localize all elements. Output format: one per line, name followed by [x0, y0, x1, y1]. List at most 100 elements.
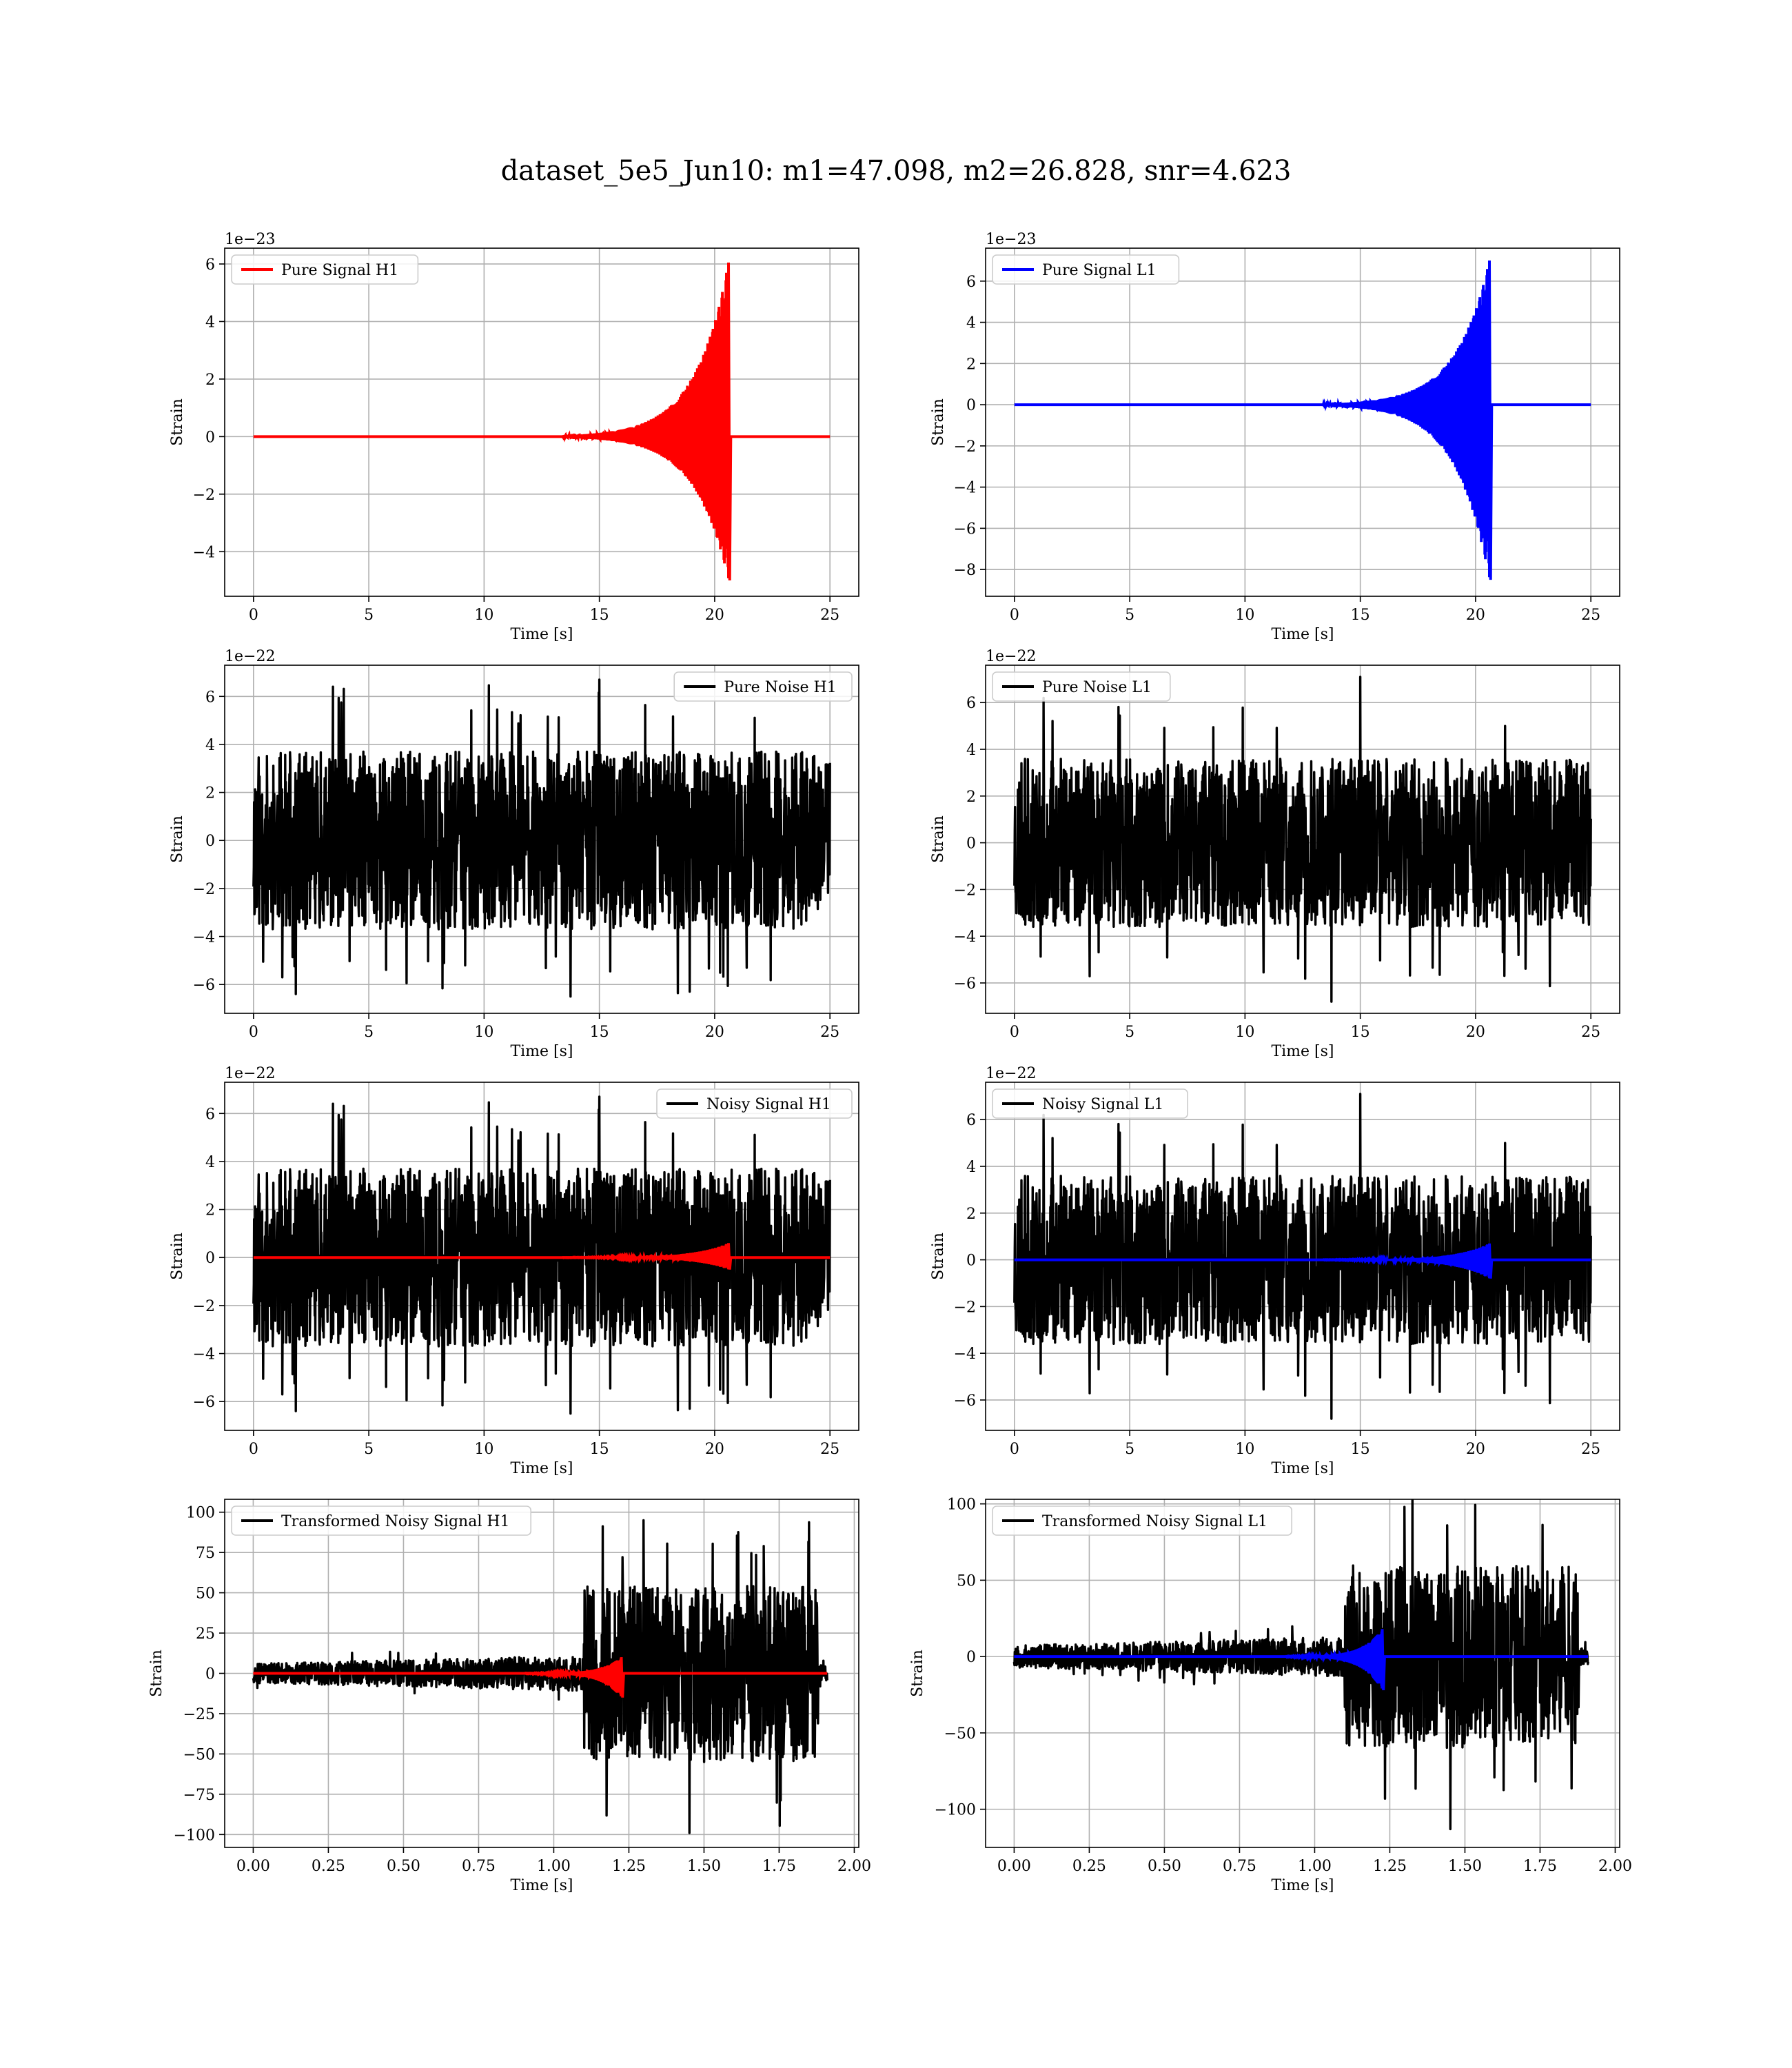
y-tick-label: 2: [205, 785, 215, 802]
x-tick-label: 0.75: [462, 1858, 496, 1875]
chart-panel-noisy-signal-l1: 0 5 10 15 20 25 −6 −4 −2 0 2 4 6 1e−22 Time [s] Strain N…: [930, 1065, 1620, 1477]
series-line-noisy-signal-h1-0: [252, 1095, 831, 1415]
y-axis-label: Strain: [169, 815, 186, 863]
y-tick-label: 100: [947, 1497, 976, 1514]
y-tick-label: 0: [205, 1666, 215, 1683]
y-tick-label: 2: [205, 372, 215, 389]
series-line-transformed-h1-0: [252, 1519, 828, 1834]
chart-panel-transformed-h1: 0.00 0.25 0.50 0.75 1.00 1.25 1.50 1.75 2.00 −100…: [148, 1499, 871, 1894]
y-axis-label: Strain: [148, 1650, 165, 1697]
y-tick-label: −2: [193, 881, 215, 898]
series-line-pure-signal-h1-0: [253, 262, 831, 581]
x-tick-label: 0.00: [236, 1858, 270, 1875]
y-tick-label: 0: [966, 397, 976, 414]
x-tick-label: 10: [474, 607, 493, 624]
x-tick-label: 10: [1235, 1441, 1254, 1458]
y-tick-label: 4: [966, 1159, 976, 1176]
y-tick-label: 4: [205, 314, 215, 331]
y-tick-label: 0: [205, 429, 215, 446]
x-tick-label: 0: [1010, 607, 1019, 624]
offset-text: 1e−23: [986, 231, 1036, 248]
x-axis-label: Time [s]: [1271, 1460, 1334, 1477]
offset-text: 1e−23: [225, 231, 275, 248]
x-tick-label: 15: [1351, 1441, 1370, 1458]
y-tick-label: −4: [193, 929, 215, 946]
y-tick-label: 4: [966, 742, 976, 759]
legend-entry: Pure Signal H1: [281, 262, 398, 279]
x-tick-label: 5: [1125, 1441, 1134, 1458]
plot-frame: [985, 1499, 1620, 1848]
x-tick-label: 10: [474, 1441, 493, 1458]
x-tick-label: 0.50: [1148, 1858, 1181, 1875]
x-tick-label: 15: [590, 1441, 609, 1458]
series-line-pure-signal-l1-0: [1014, 260, 1591, 580]
legend: Noisy Signal L1: [992, 1088, 1188, 1119]
chart-panel-pure-noise-l1: 0 5 10 15 20 25 −6 −4 −2 0 2 4 6 1e−22 Time [s] Strain P…: [930, 648, 1620, 1060]
y-tick-label: 6: [966, 1112, 976, 1129]
legend-box: [992, 254, 1180, 285]
y-tick-label: 25: [196, 1625, 215, 1643]
chart-panel-pure-noise-h1: 0 5 10 15 20 25 −6 −4 −2 0 2 4 6 1e−22 Time [s] Strain P…: [169, 648, 859, 1060]
x-tick-label: 0: [249, 607, 258, 624]
x-axis-label: Time [s]: [510, 1460, 573, 1477]
legend-box: [992, 1506, 1293, 1536]
y-tick-label: −2: [193, 487, 215, 504]
x-tick-label: 20: [1466, 607, 1485, 624]
x-tick-label: 1.00: [1298, 1858, 1332, 1875]
x-tick-label: 20: [705, 1441, 724, 1458]
y-tick-label: −6: [954, 520, 976, 538]
y-tick-label: 6: [205, 256, 215, 274]
series-line-transformed-l1-1: [1014, 1629, 1589, 1690]
series-line-noisy-signal-l1-1: [1014, 1243, 1591, 1279]
y-tick-label: −4: [954, 480, 976, 497]
x-tick-label: 1.25: [612, 1858, 646, 1875]
x-tick-label: 0.25: [312, 1858, 345, 1875]
series-line-transformed-l1-0: [1012, 1499, 1589, 1831]
x-tick-label: 25: [820, 607, 839, 624]
x-tick-label: 1.25: [1373, 1858, 1407, 1875]
x-tick-label: 1.75: [762, 1858, 796, 1875]
legend-entry: Pure Noise H1: [724, 679, 837, 696]
legend: Pure Signal L1: [992, 254, 1180, 285]
y-tick-label: −4: [193, 1346, 215, 1364]
y-axis-label: Strain: [169, 398, 186, 446]
legend-box: [992, 671, 1171, 702]
y-tick-label: −50: [183, 1746, 215, 1763]
y-tick-label: 0: [205, 1250, 215, 1267]
x-tick-label: 0.75: [1223, 1858, 1256, 1875]
x-tick-label: 0: [249, 1441, 258, 1458]
x-tick-label: 2.00: [1598, 1858, 1632, 1875]
y-tick-label: 0: [966, 1253, 976, 1270]
legend-entry: Noisy Signal L1: [1042, 1096, 1163, 1113]
x-tick-label: 25: [820, 1024, 839, 1041]
y-tick-label: 0: [966, 1649, 976, 1666]
y-tick-label: 2: [966, 1206, 976, 1223]
y-tick-label: −6: [954, 975, 976, 993]
plot-frame: [224, 247, 859, 597]
legend-entry: Noisy Signal H1: [706, 1096, 831, 1113]
x-axis-label: Time [s]: [510, 626, 573, 643]
y-tick-label: −4: [954, 929, 976, 946]
x-tick-label: 1.75: [1523, 1858, 1557, 1875]
legend-entry: Pure Noise L1: [1042, 679, 1152, 696]
offset-text: 1e−22: [225, 1065, 275, 1082]
legend-entry: Pure Signal L1: [1042, 262, 1157, 279]
y-axis-label: Strain: [909, 1650, 926, 1697]
y-tick-label: 75: [196, 1545, 215, 1562]
x-tick-label: 5: [1125, 1024, 1134, 1041]
x-tick-label: 5: [364, 607, 374, 624]
y-tick-label: 50: [196, 1585, 215, 1603]
x-tick-label: 25: [820, 1441, 839, 1458]
x-tick-label: 5: [1125, 607, 1134, 624]
x-axis-label: Time [s]: [1271, 1043, 1334, 1060]
legend-entry: Transformed Noisy Signal H1: [281, 1513, 510, 1530]
legend-box: [673, 671, 853, 702]
y-axis-label: Strain: [930, 398, 947, 446]
series-line-noisy-signal-l1-0: [1013, 1093, 1592, 1420]
x-tick-label: 1.50: [1448, 1858, 1482, 1875]
y-tick-label: 6: [205, 689, 215, 706]
figure-title: dataset_5e5_Jun10: m1=47.098, m2=26.828,…: [500, 155, 1292, 187]
y-tick-label: 2: [966, 356, 976, 373]
x-tick-label: 15: [1351, 607, 1370, 624]
